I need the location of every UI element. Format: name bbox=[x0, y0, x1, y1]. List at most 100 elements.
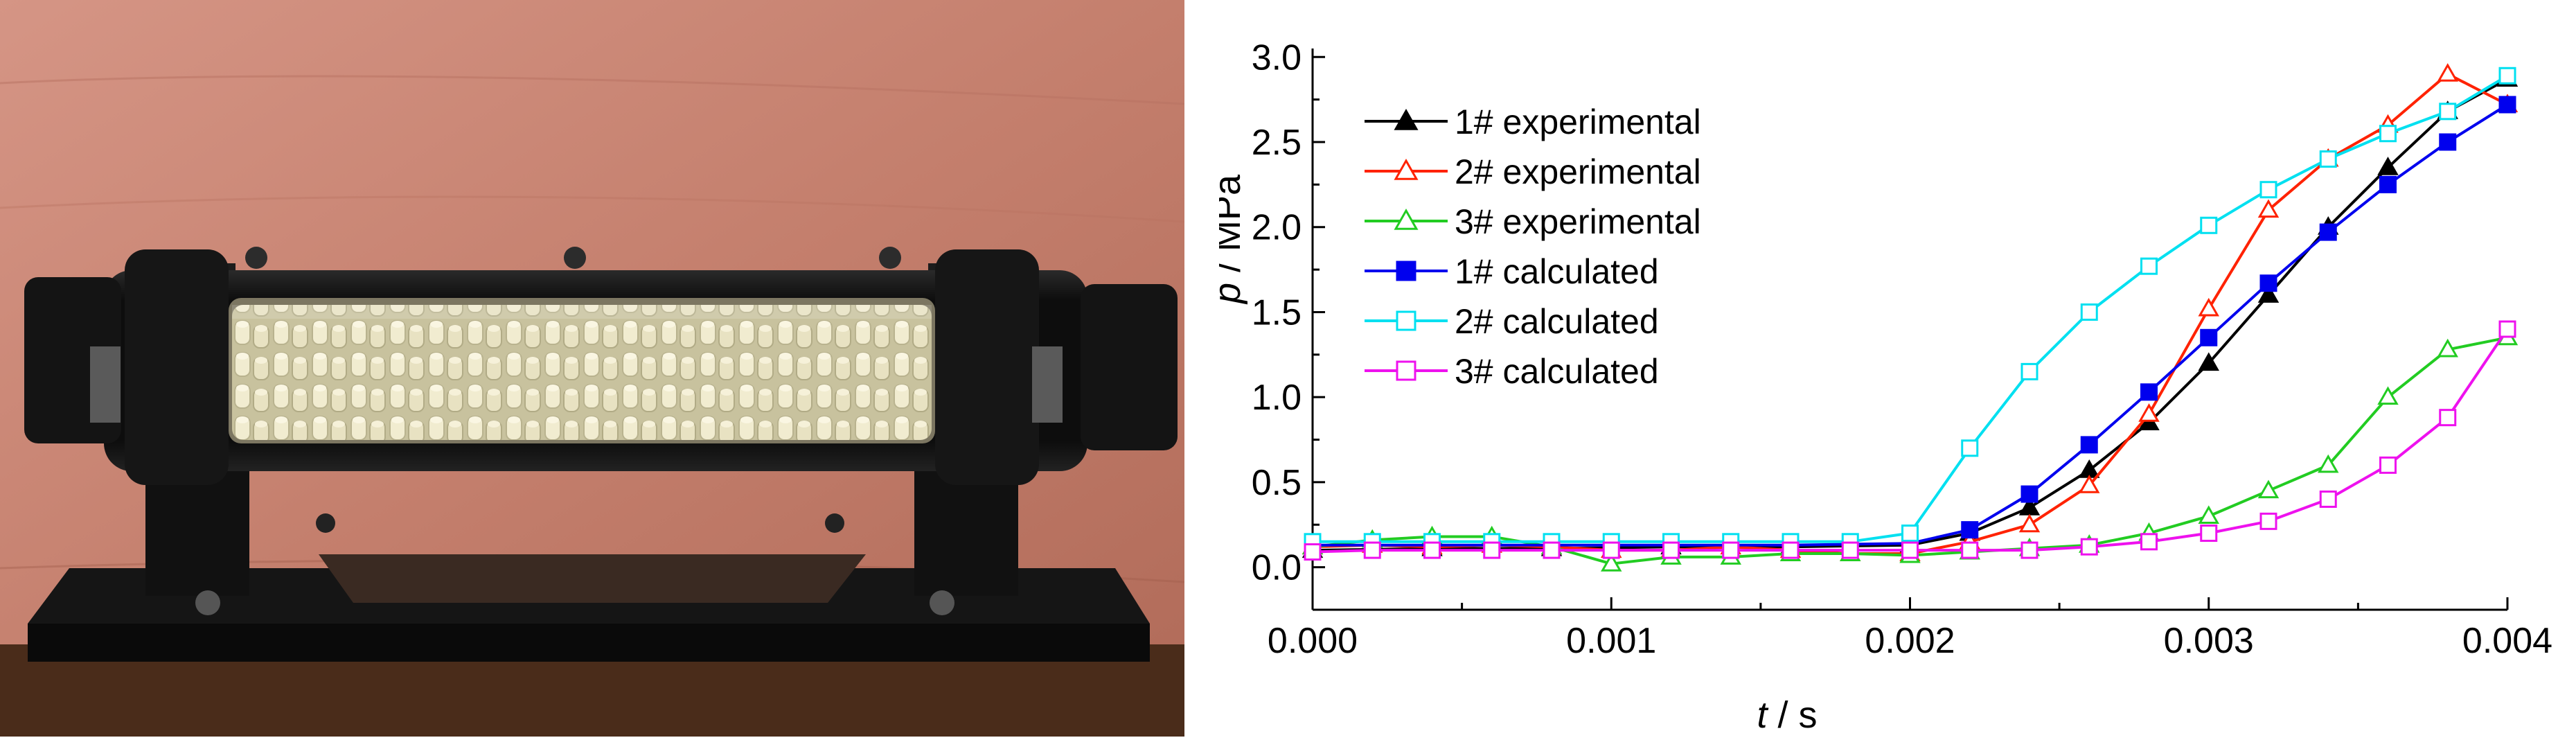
legend-item: 2# calculated bbox=[1365, 302, 1659, 341]
legend-item: 3# calculated bbox=[1365, 352, 1659, 391]
specimen-tube-photo bbox=[0, 0, 1185, 737]
data-point bbox=[2439, 103, 2457, 121]
data-point bbox=[2319, 223, 2337, 241]
data-point bbox=[2079, 475, 2100, 493]
data-point bbox=[2498, 67, 2516, 85]
legend-label: 2# experimental bbox=[1455, 152, 1701, 191]
x-tick-label: 0.002 bbox=[1865, 621, 1955, 661]
data-point bbox=[2020, 541, 2038, 559]
data-point bbox=[2498, 320, 2516, 338]
data-point bbox=[2379, 125, 2397, 143]
x-tick-label: 0.003 bbox=[2164, 621, 2254, 661]
data-point bbox=[2020, 485, 2038, 503]
data-point bbox=[2437, 63, 2458, 82]
legend-item: 1# calculated bbox=[1365, 252, 1659, 291]
data-point bbox=[2257, 479, 2280, 499]
y-axis-title-unit: / MPa bbox=[1219, 174, 1248, 283]
data-point bbox=[2138, 403, 2160, 422]
data-point bbox=[1901, 525, 1919, 543]
data-point bbox=[2318, 454, 2339, 473]
data-point bbox=[2377, 386, 2399, 405]
data-point bbox=[1841, 541, 1859, 559]
series-6 bbox=[1304, 320, 2516, 561]
legend-swatch-marker bbox=[1396, 310, 1416, 331]
data-point bbox=[2198, 352, 2219, 371]
data-point bbox=[2439, 409, 2457, 427]
legend-swatch-marker bbox=[1396, 261, 1416, 281]
data-point bbox=[2018, 513, 2041, 533]
data-point bbox=[2377, 157, 2399, 175]
data-point bbox=[1483, 541, 1501, 559]
legend-item: 1# experimental bbox=[1365, 103, 1701, 141]
data-point bbox=[2437, 338, 2458, 358]
y-axis-title-symbol: p bbox=[1219, 283, 1248, 305]
data-point bbox=[2198, 297, 2219, 317]
y-axis: 0.0 0.5 1.0 1.5 2.0 2.5 3.0 bbox=[1252, 37, 1325, 588]
data-point bbox=[2080, 303, 2098, 321]
legend-label: 3# calculated bbox=[1455, 352, 1659, 391]
data-point bbox=[1782, 541, 1800, 559]
data-point bbox=[2200, 216, 2218, 234]
data-point bbox=[2439, 133, 2457, 151]
data-point bbox=[1543, 541, 1561, 559]
legend-swatch-marker bbox=[1394, 109, 1419, 130]
x-axis: 0.000 0.001 0.002 0.003 0.004 bbox=[1268, 597, 2552, 661]
x-tick-label: 0.004 bbox=[2462, 621, 2552, 661]
data-point bbox=[2200, 525, 2218, 543]
data-point bbox=[1601, 553, 1622, 572]
legend-item: 3# experimental bbox=[1365, 202, 1701, 241]
legend-label: 3# experimental bbox=[1455, 202, 1701, 241]
x-tick-label: 0.001 bbox=[1566, 621, 1656, 661]
y-tick-label: 0.5 bbox=[1252, 463, 1302, 503]
data-point bbox=[1602, 541, 1620, 559]
data-point bbox=[2080, 538, 2098, 556]
legend: 1# experimental 2# experimental 3# experim… bbox=[1365, 103, 1701, 391]
data-point bbox=[1423, 541, 1441, 559]
data-point bbox=[2020, 362, 2038, 380]
y-tick-label: 2.0 bbox=[1252, 208, 1302, 248]
x-axis-title-unit: / s bbox=[1768, 694, 1818, 736]
chart-svg: 0.00.51.01.52.02.53.0 0.000 0.001 0.002 0.0… bbox=[1207, 37, 2552, 736]
data-point bbox=[2198, 505, 2219, 524]
data-point bbox=[2257, 284, 2280, 303]
data-point bbox=[2259, 181, 2277, 199]
y-axis-title: p / MPa bbox=[1219, 174, 1248, 305]
data-point bbox=[2498, 96, 2516, 114]
data-point bbox=[2379, 175, 2397, 193]
data-point bbox=[2319, 150, 2337, 168]
data-point bbox=[2319, 490, 2337, 508]
legend-label: 1# calculated bbox=[1455, 252, 1659, 291]
data-point bbox=[1304, 543, 1322, 561]
x-tick-label: 0.000 bbox=[1268, 621, 1358, 661]
y-tick-label: 1.0 bbox=[1252, 378, 1302, 418]
x-axis-title-symbol: t bbox=[1757, 694, 1768, 736]
data-point bbox=[1961, 521, 1979, 539]
legend-swatch-marker bbox=[1394, 159, 1419, 180]
data-point bbox=[2379, 456, 2397, 474]
data-point bbox=[1722, 541, 1740, 559]
data-point bbox=[2200, 328, 2218, 346]
legend-swatch-marker bbox=[1394, 209, 1419, 230]
data-point bbox=[2140, 257, 2158, 275]
data-point bbox=[1363, 541, 1381, 559]
data-point bbox=[2080, 436, 2098, 454]
data-point bbox=[2140, 383, 2158, 401]
data-point bbox=[2140, 533, 2158, 551]
legend-label: 2# calculated bbox=[1455, 302, 1659, 341]
data-point bbox=[2259, 274, 2277, 292]
data-point bbox=[1961, 439, 1979, 457]
y-tick-label: 0.0 bbox=[1252, 548, 1302, 588]
y-tick-label: 3.0 bbox=[1252, 37, 1302, 78]
data-point bbox=[1961, 541, 1979, 559]
y-tick-label: 2.5 bbox=[1252, 123, 1302, 163]
y-tick-label: 1.5 bbox=[1252, 292, 1302, 333]
data-point bbox=[2257, 199, 2280, 218]
pressure-time-chart: 0.0 0.5 1.0 1.5 2.0 2.5 3.0 0.000 0.001 0.002 0.0… bbox=[1207, 0, 2576, 737]
data-point bbox=[1662, 541, 1680, 559]
legend-item: 2# experimental bbox=[1365, 152, 1701, 191]
data-point bbox=[1901, 541, 1919, 559]
legend-swatch-marker bbox=[1396, 360, 1416, 381]
legend-label: 1# experimental bbox=[1455, 103, 1701, 141]
x-axis-title: t / s bbox=[1757, 694, 1817, 736]
data-point bbox=[2259, 512, 2277, 530]
